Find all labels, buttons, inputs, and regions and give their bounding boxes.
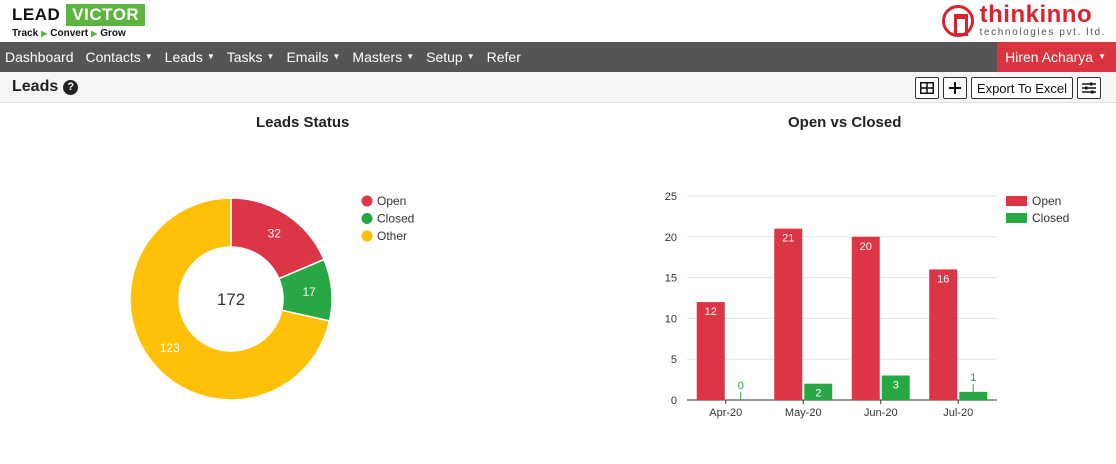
- main-nav: Dashboard Contacts ▼ Leads ▼ Tasks ▼ Emails…: [0, 42, 1116, 72]
- bar-open-may-20[interactable]: [774, 228, 803, 400]
- nav-emails[interactable]: Emails ▼: [280, 42, 346, 72]
- tagline-grow: Grow: [100, 28, 126, 39]
- table-icon: [919, 82, 934, 94]
- x-tick-label: Apr-20: [709, 407, 742, 419]
- company-subtitle: technologies pvt. ltd.: [979, 27, 1106, 38]
- logo-tagline: Track ▶ Convert ▶ Grow: [12, 28, 145, 39]
- tagline-arrow-icon: ▶: [41, 29, 48, 38]
- legend-label-other[interactable]: Other: [377, 229, 407, 243]
- filter-settings-button[interactable]: [1077, 77, 1101, 99]
- nav-label: Contacts: [85, 49, 141, 65]
- logo-victor-text: VICTOR: [66, 4, 146, 26]
- y-tick-label: 25: [665, 191, 677, 203]
- legend-label-open[interactable]: Open: [377, 194, 406, 208]
- bar-closed-jul-20[interactable]: [959, 391, 988, 400]
- caret-down-icon: ▼: [1098, 52, 1106, 61]
- leads-status-title: Leads Status: [256, 114, 350, 131]
- donut-slice-value: 17: [302, 285, 316, 299]
- legend-marker-icon: [361, 195, 373, 207]
- x-tick-label: May-20: [785, 407, 822, 419]
- top-header: LEAD VICTOR Track ▶ Convert ▶ Grow think…: [0, 0, 1116, 42]
- page-header: Leads ? Export To Excel: [0, 72, 1116, 103]
- nav-label: Leads: [164, 49, 203, 65]
- legend-label-closed[interactable]: Closed: [377, 212, 414, 226]
- bar-closed-may-20[interactable]: [804, 383, 833, 400]
- bar-open-apr-20[interactable]: [696, 302, 725, 400]
- open-vs-closed-chart: 0 5 10 15 20 25 12 0 Apr-20 21 2 May-20 20 3 Jun-20 16 1…: [665, 191, 1070, 419]
- logo-lead-text: LEAD: [12, 5, 61, 24]
- company-logo: thinkinno technologies pvt. ltd.: [941, 1, 1106, 38]
- sliders-icon: [1082, 82, 1096, 94]
- help-icon[interactable]: ?: [63, 79, 79, 95]
- bar-value-label: 20: [860, 241, 872, 253]
- nav-leads[interactable]: Leads ▼: [159, 42, 221, 72]
- bar-value-label: 16: [937, 273, 949, 285]
- legend-marker-icon: [1006, 213, 1027, 223]
- caret-down-icon: ▼: [144, 52, 153, 61]
- leads-status-chart: 32 17 123 172 Open Closed Other: [129, 194, 414, 401]
- caret-down-icon: ▼: [466, 52, 475, 61]
- bar-open-jul-20[interactable]: [929, 269, 958, 400]
- thinkinno-mark-icon: [941, 4, 974, 37]
- legend-label-open[interactable]: Open: [1032, 194, 1061, 208]
- toolbar: Export To Excel: [914, 77, 1101, 99]
- nav-dashboard[interactable]: Dashboard: [0, 42, 80, 72]
- y-tick-label: 15: [665, 273, 677, 285]
- y-tick-label: 0: [671, 395, 677, 407]
- app-logo[interactable]: LEAD VICTOR Track ▶ Convert ▶ Grow: [12, 4, 146, 39]
- caret-down-icon: ▼: [332, 52, 341, 61]
- x-tick-label: Jun-20: [864, 407, 898, 419]
- page-title: Leads ?: [12, 78, 79, 96]
- legend-label-closed[interactable]: Closed: [1032, 211, 1069, 225]
- export-to-excel-button[interactable]: Export To Excel: [970, 77, 1073, 99]
- nav-label: Emails: [286, 49, 329, 65]
- bar-value-label: 21: [782, 233, 794, 245]
- nav-label: Setup: [426, 49, 463, 65]
- donut-slice-value: 123: [160, 341, 180, 355]
- add-lead-button[interactable]: [942, 77, 967, 99]
- tagline-convert: Convert: [50, 28, 89, 39]
- open-vs-closed-title: Open vs Closed: [788, 114, 902, 131]
- legend-marker-icon: [1006, 196, 1027, 206]
- nav-label: Masters: [352, 49, 403, 65]
- donut-slice-other[interactable]: [129, 197, 331, 401]
- donut-center-total: 172: [217, 290, 245, 309]
- x-tick-label: Jul-20: [943, 407, 973, 419]
- nav-contacts[interactable]: Contacts ▼: [80, 42, 159, 72]
- bar-value-label: 3: [893, 380, 899, 392]
- bar-open-jun-20[interactable]: [851, 236, 880, 400]
- plus-icon: [948, 82, 961, 94]
- nav-refer[interactable]: Refer: [481, 42, 527, 72]
- caret-down-icon: ▼: [206, 52, 215, 61]
- bar-value-label: 0: [738, 380, 744, 392]
- caret-down-icon: ▼: [266, 52, 275, 61]
- donut-slice-value: 32: [268, 227, 282, 241]
- bar-value-label: 2: [815, 388, 821, 400]
- bar-closed-jun-20[interactable]: [881, 375, 910, 400]
- user-menu[interactable]: Hiren Acharya ▼: [997, 42, 1116, 72]
- y-tick-label: 5: [671, 354, 677, 366]
- page-title-text: Leads: [12, 78, 59, 95]
- nav-label: Tasks: [226, 49, 263, 65]
- user-name: Hiren Acharya: [1005, 49, 1094, 65]
- company-name: thinkinno: [979, 1, 1093, 28]
- nav-masters[interactable]: Masters ▼: [346, 42, 420, 72]
- nav-label: Refer: [486, 49, 521, 65]
- grid-view-button[interactable]: [914, 77, 939, 99]
- legend-marker-icon: [361, 230, 373, 242]
- tagline-track: Track: [12, 28, 39, 39]
- nav-tasks[interactable]: Tasks ▼: [221, 42, 281, 72]
- nav-setup[interactable]: Setup ▼: [420, 42, 481, 72]
- y-tick-label: 20: [665, 232, 677, 244]
- y-tick-label: 10: [665, 313, 677, 325]
- nav-label: Dashboard: [5, 49, 74, 65]
- bar-value-label: 12: [705, 306, 717, 318]
- bar-value-label: 1: [970, 372, 976, 384]
- tagline-arrow-icon: ▶: [91, 29, 98, 38]
- caret-down-icon: ▼: [406, 52, 415, 61]
- legend-marker-icon: [361, 213, 373, 224]
